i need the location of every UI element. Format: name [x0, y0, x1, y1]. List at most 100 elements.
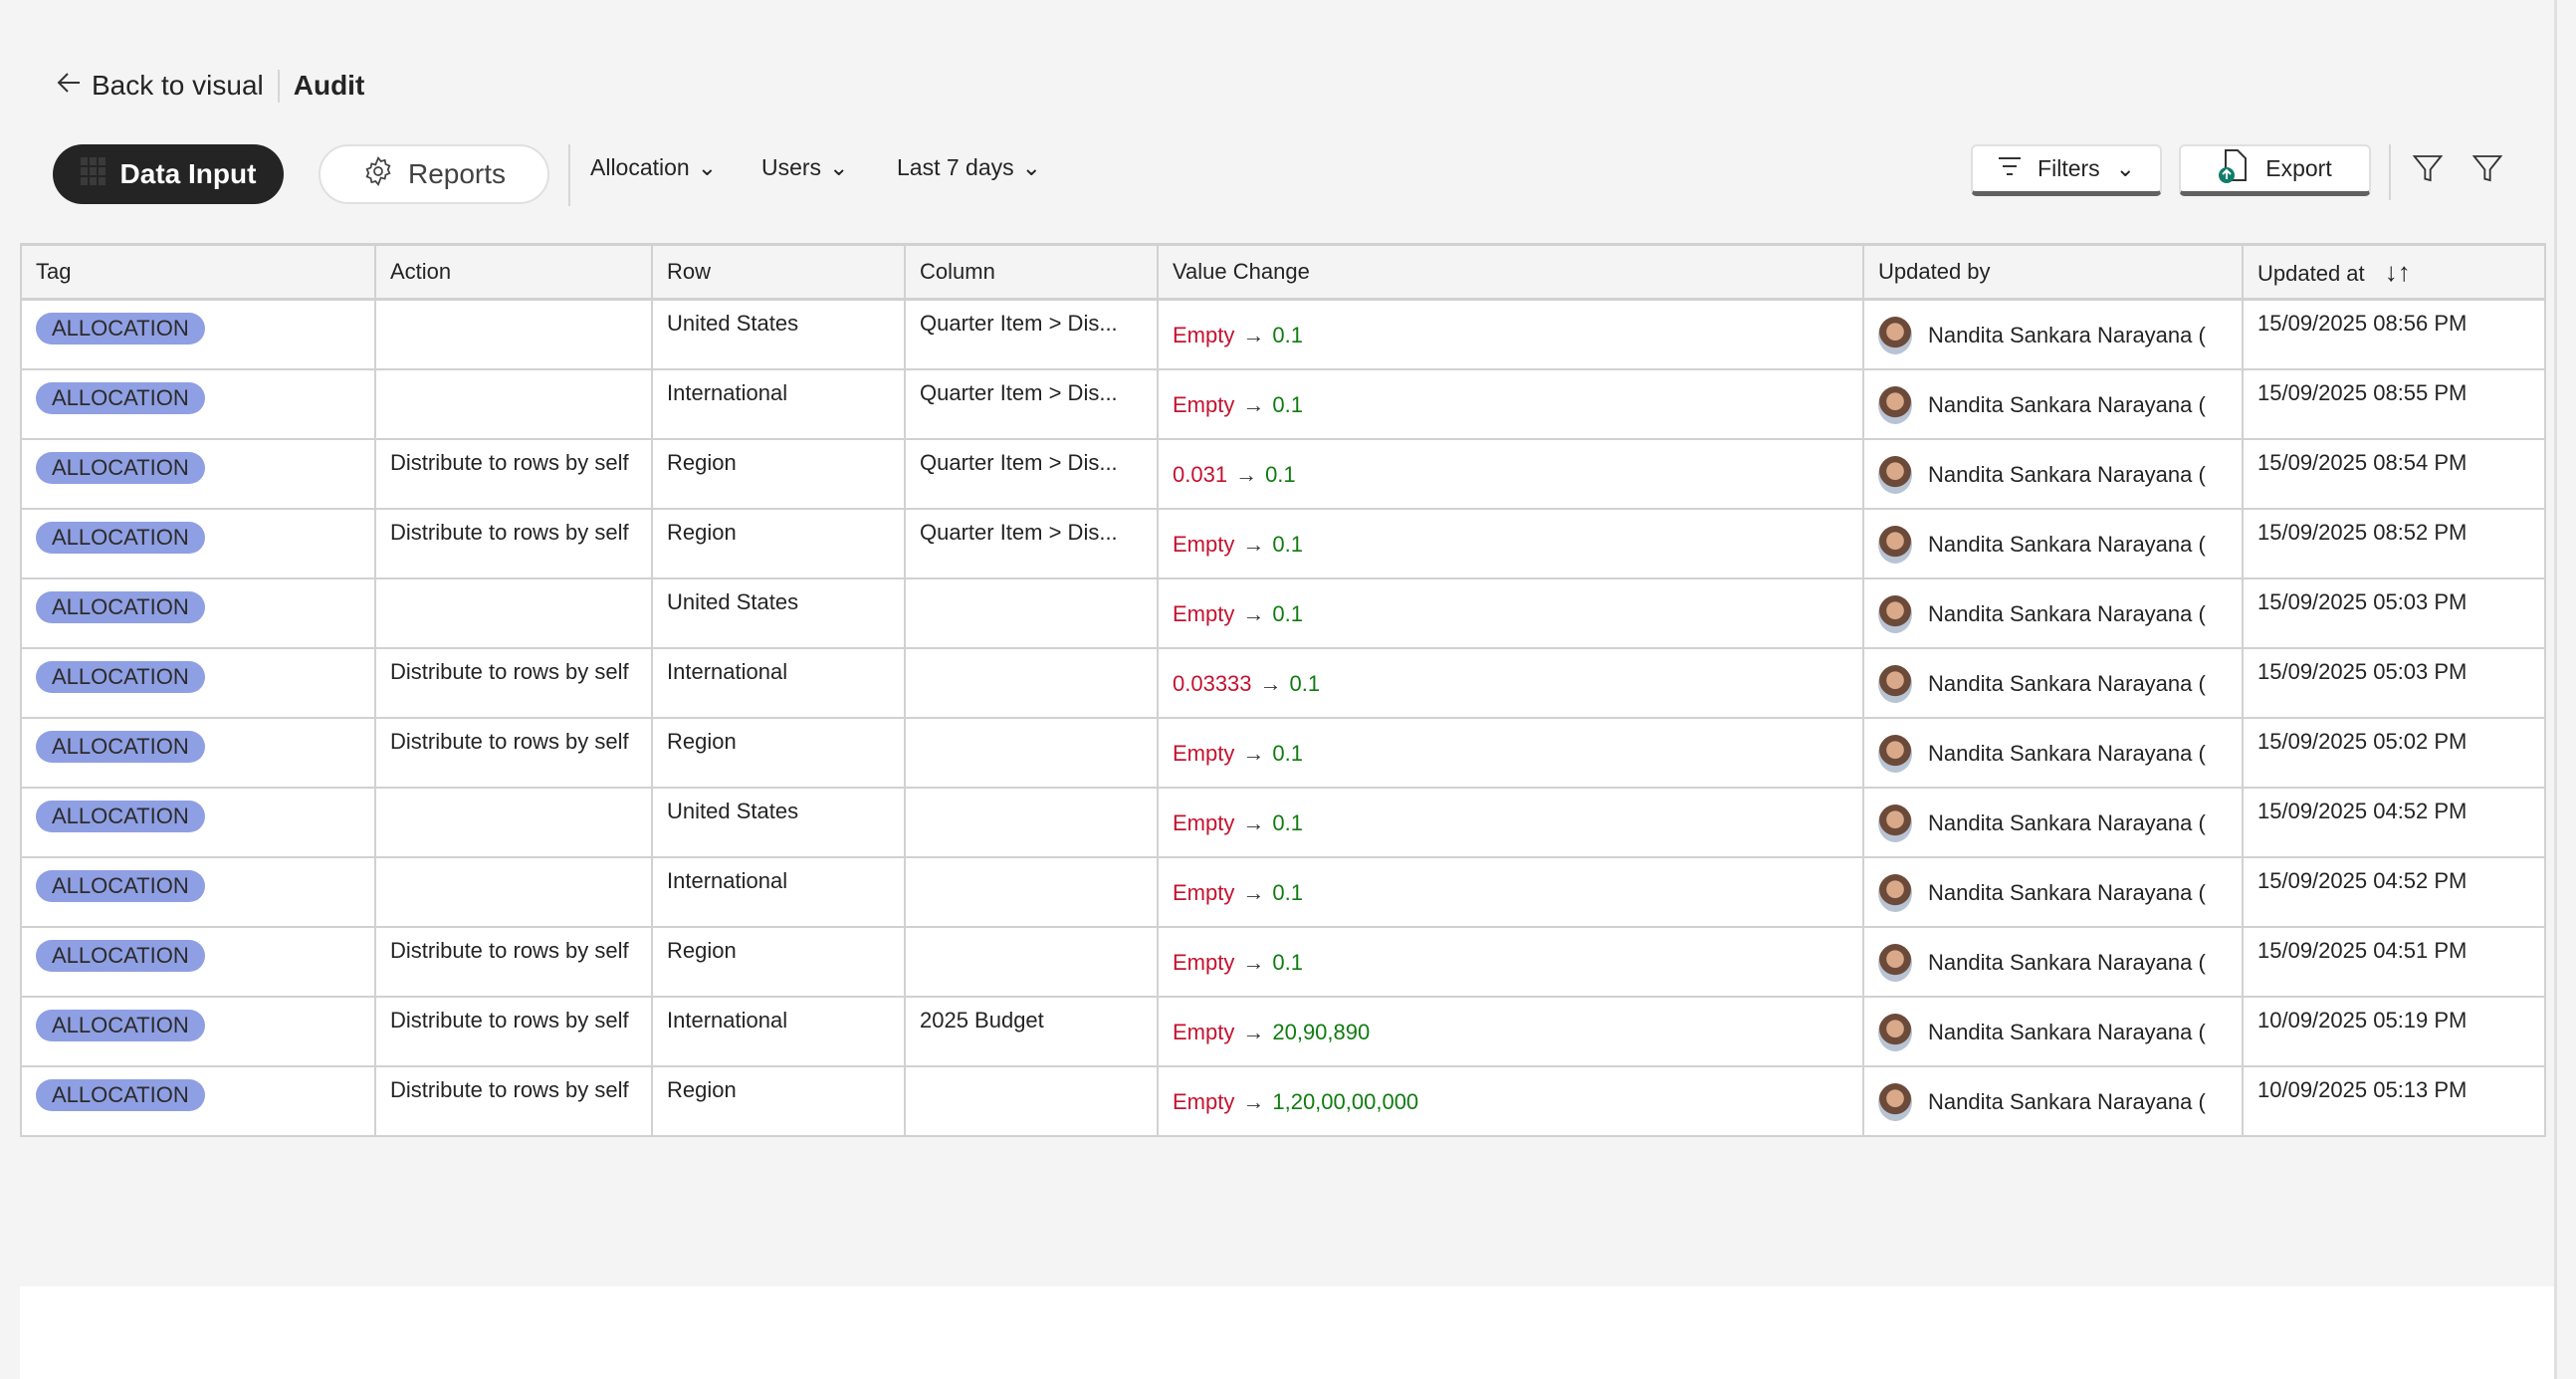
clear-filter-icon[interactable] [2471, 152, 2503, 189]
user-name: Nandita Sankara Narayana ( [1928, 1088, 2206, 1114]
new-value: 0.1 [1265, 461, 1296, 487]
arrow-right-icon: → [1242, 949, 1265, 975]
updated-at-cell: 10/09/2025 05:13 PM [2242, 1064, 2546, 1137]
back-label: Back to visual [92, 70, 264, 101]
value-change-cell: Empty → 0.1 [1157, 298, 1864, 370]
updated-by-cell: Nandita Sankara Narayana ( [1862, 716, 2244, 789]
updated-by-cell: Nandita Sankara Narayana ( [1862, 1064, 2244, 1137]
allocation-dropdown[interactable]: Allocation ⌄ [590, 154, 717, 181]
page-title: Audit [293, 70, 365, 101]
column-header-updated-by[interactable]: Updated by [1862, 243, 2244, 301]
row-cell: Region [651, 716, 906, 789]
action-cell [374, 576, 653, 649]
column-header-row[interactable]: Row [651, 243, 906, 301]
tag-badge: ALLOCATION [36, 869, 205, 902]
tag-cell: ALLOCATION [20, 1064, 376, 1137]
row-cell: Region [651, 1064, 906, 1137]
table-row[interactable]: ALLOCATION Distribute to rows by self Re… [20, 437, 2546, 510]
updated-at-cell: 15/09/2025 08:56 PM [2242, 298, 2546, 370]
user-name: Nandita Sankara Narayana ( [1928, 1019, 2206, 1044]
action-cell: Distribute to rows by self [374, 507, 653, 579]
column-header-tag[interactable]: Tag [20, 243, 376, 301]
action-cell: Distribute to rows by self [374, 925, 653, 998]
updated-at-cell: 15/09/2025 05:03 PM [2242, 576, 2546, 649]
column-header-updated-at[interactable]: Updated at ↓↑ [2242, 243, 2546, 301]
table-header: Tag Action Row Column Value Change Updat… [20, 243, 2546, 301]
table-row[interactable]: ALLOCATION Distribute to rows by self In… [20, 995, 2546, 1067]
value-change-cell: Empty → 0.1 [1157, 855, 1864, 928]
column-cell [904, 716, 1159, 789]
arrow-right-icon: → [1235, 461, 1258, 487]
data-input-tab[interactable]: Data Input [53, 144, 284, 204]
updated-by-cell: Nandita Sankara Narayana ( [1862, 786, 2244, 858]
row-cell: International [651, 646, 906, 719]
column-header-value-change[interactable]: Value Change [1157, 243, 1864, 301]
value-change-cell: Empty → 0.1 [1157, 367, 1864, 440]
filter-icon[interactable] [2412, 152, 2444, 189]
action-cell: Distribute to rows by self [374, 437, 653, 510]
back-to-visual-link[interactable]: Back to visual [56, 69, 280, 103]
new-value: 0.1 [1272, 809, 1303, 835]
new-value: 0.1 [1272, 391, 1303, 417]
table-row[interactable]: ALLOCATION Distribute to rows by self Re… [20, 716, 2546, 789]
table-row[interactable]: ALLOCATION International Quarter Item > … [20, 367, 2546, 440]
table-row[interactable]: ALLOCATION Distribute to rows by self Re… [20, 925, 2546, 998]
reports-label: Reports [407, 158, 507, 189]
old-value: 0.03333 [1173, 670, 1252, 696]
old-value: Empty [1173, 809, 1235, 835]
chevron-down-icon: ⌄ [829, 154, 849, 180]
grid-icon [80, 156, 107, 192]
column-cell [904, 646, 1159, 719]
export-button[interactable]: Export [2179, 144, 2371, 196]
table-row[interactable]: ALLOCATION United States Empty → 0.1 Nandi… [20, 786, 2546, 858]
tag-cell: ALLOCATION [20, 367, 376, 440]
tag-cell: ALLOCATION [20, 786, 376, 858]
tag-cell: ALLOCATION [20, 855, 376, 928]
reports-tab[interactable]: Reports [319, 144, 549, 204]
updated-at-cell: 15/09/2025 08:52 PM [2242, 507, 2546, 579]
avatar [1878, 455, 1912, 494]
value-change-cell: Empty → 1,20,00,00,000 [1157, 1064, 1864, 1137]
table-row[interactable]: ALLOCATION International Empty → 0.1 Nandi… [20, 855, 2546, 928]
table-row[interactable]: ALLOCATION United States Quarter Item > … [20, 298, 2546, 370]
data-input-label: Data Input [119, 158, 257, 189]
user-name: Nandita Sankara Narayana ( [1928, 391, 2206, 417]
tag-cell: ALLOCATION [20, 298, 376, 370]
tag-badge: ALLOCATION [36, 451, 205, 484]
column-header-action[interactable]: Action [374, 243, 653, 301]
avatar [1878, 734, 1912, 773]
updated-at-cell: 15/09/2025 08:54 PM [2242, 437, 2546, 510]
old-value: Empty [1173, 740, 1235, 766]
export-label: Export [2265, 155, 2332, 181]
old-value: Empty [1173, 1019, 1235, 1044]
new-value: 0.1 [1272, 740, 1303, 766]
action-cell: Distribute to rows by self [374, 995, 653, 1067]
sort-icon[interactable]: ↓↑ [2384, 256, 2411, 287]
avatar [1878, 525, 1912, 564]
filter-lines-icon [1998, 155, 2022, 183]
table-row[interactable]: ALLOCATION Distribute to rows by self In… [20, 646, 2546, 719]
avatar [1878, 1013, 1912, 1051]
updated-by-cell: Nandita Sankara Narayana ( [1862, 507, 2244, 579]
column-header-column[interactable]: Column [904, 243, 1159, 301]
updated-at-cell: 10/09/2025 05:19 PM [2242, 995, 2546, 1067]
table-row[interactable]: ALLOCATION United States Empty → 0.1 Nandi… [20, 576, 2546, 649]
row-cell: Region [651, 925, 906, 998]
value-change-cell: Empty → 0.1 [1157, 716, 1864, 789]
table-row[interactable]: ALLOCATION Distribute to rows by self Re… [20, 1064, 2546, 1137]
users-dropdown[interactable]: Users ⌄ [761, 154, 848, 181]
old-value: Empty [1173, 531, 1235, 557]
avatar [1878, 317, 1912, 354]
updated-by-cell: Nandita Sankara Narayana ( [1862, 995, 2244, 1067]
action-cell [374, 298, 653, 370]
footer-area [20, 1286, 2554, 1379]
divider [568, 144, 570, 206]
avatar [1878, 873, 1912, 912]
arrow-right-icon: → [1242, 391, 1265, 417]
updated-at-cell: 15/09/2025 04:52 PM [2242, 855, 2546, 928]
date-range-dropdown[interactable]: Last 7 days ⌄ [897, 154, 1041, 181]
filters-button[interactable]: Filters ⌄ [1971, 144, 2162, 196]
table-row[interactable]: ALLOCATION Distribute to rows by self Re… [20, 507, 2546, 579]
new-value: 0.1 [1272, 879, 1303, 905]
updated-by-cell: Nandita Sankara Narayana ( [1862, 298, 2244, 370]
